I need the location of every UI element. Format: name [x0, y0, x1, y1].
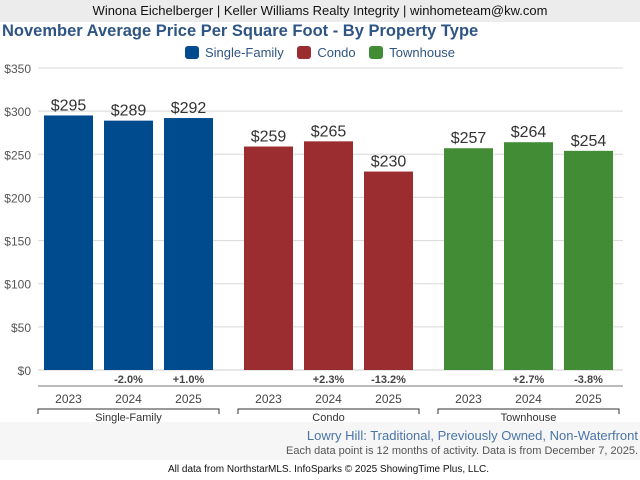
agent-header-bar: Winona Eichelberger | Keller Williams Re… [0, 0, 640, 22]
y-tick-label: $300 [4, 105, 31, 119]
legend-label: Single-Family [204, 45, 284, 60]
change-label: -13.2% [371, 374, 406, 386]
bar-value-label: $292 [171, 100, 207, 117]
data-note: Each data point is 12 months of activity… [286, 445, 638, 457]
bar-value-label: $265 [311, 123, 347, 140]
x-tick-label: 2025 [375, 392, 402, 406]
x-tick-label: 2023 [55, 392, 82, 406]
chart-title: November Average Price Per Square Foot -… [2, 22, 479, 40]
legend-swatch-single-family [184, 46, 199, 59]
bar [244, 146, 293, 370]
y-tick-label: $350 [4, 62, 31, 76]
bar-value-label: $257 [451, 130, 487, 147]
bar [164, 118, 213, 370]
bar-chart: $0 $50 $100 $150 $200 $250 $300 $350 $295 2023 $28… [4, 62, 623, 424]
group-bracket [37, 408, 220, 414]
y-tick-label: $100 [4, 278, 31, 292]
y-tick-label: $250 [4, 148, 31, 162]
change-label: +2.7% [513, 374, 545, 386]
group-label: Townhouse [501, 412, 557, 424]
bar [444, 148, 493, 370]
legend-item-condo[interactable]: Condo [297, 45, 356, 60]
group-label: Condo [312, 412, 344, 424]
bar [364, 171, 413, 370]
y-tick-label: $0 [18, 364, 32, 378]
bar-value-label: $289 [111, 103, 147, 120]
x-tick-label: 2024 [115, 392, 142, 406]
group-bracket [237, 408, 420, 414]
change-label: +1.0% [173, 374, 205, 386]
x-tick-label: 2023 [255, 392, 282, 406]
bar-value-label: $230 [371, 154, 407, 171]
bar-value-label: $254 [571, 133, 607, 150]
group-label: Single-Family [95, 412, 162, 424]
area-subtitle: Lowry Hill: Traditional, Previously Owne… [306, 428, 638, 443]
change-label: +2.3% [313, 374, 345, 386]
bar-value-label: $295 [51, 97, 87, 114]
legend-swatch-townhouse [369, 46, 384, 59]
x-tick-label: 2024 [515, 392, 542, 406]
y-tick-label: $200 [4, 191, 31, 205]
bar [44, 115, 93, 370]
y-tick-label: $50 [11, 321, 31, 335]
group-bracket [437, 408, 620, 414]
agent-line: Winona Eichelberger | Keller Williams Re… [92, 3, 548, 18]
bar-value-label: $259 [251, 129, 287, 146]
chart-legend: Single-Family Condo Townhouse [0, 45, 640, 62]
x-tick-label: 2025 [575, 392, 602, 406]
change-label: -2.0% [114, 374, 143, 386]
x-tick-label: 2025 [175, 392, 202, 406]
x-tick-label: 2023 [455, 392, 482, 406]
subtitle-band [0, 422, 640, 460]
bar [564, 150, 613, 370]
x-tick-label: 2024 [315, 392, 342, 406]
bar [104, 120, 153, 371]
legend-item-townhouse[interactable]: Townhouse [369, 45, 455, 60]
bar [504, 142, 553, 370]
bar [304, 141, 353, 370]
footer-credit: All data from NorthstarMLS. InfoSparks ©… [168, 464, 490, 475]
bar-value-label: $264 [511, 124, 547, 141]
legend-swatch-condo [297, 46, 312, 59]
legend-label: Townhouse [389, 45, 456, 60]
change-label: -3.8% [574, 374, 603, 386]
y-tick-label: $150 [4, 235, 31, 249]
legend-label: Condo [317, 45, 356, 60]
legend-item-single-family[interactable]: Single-Family [184, 45, 284, 60]
